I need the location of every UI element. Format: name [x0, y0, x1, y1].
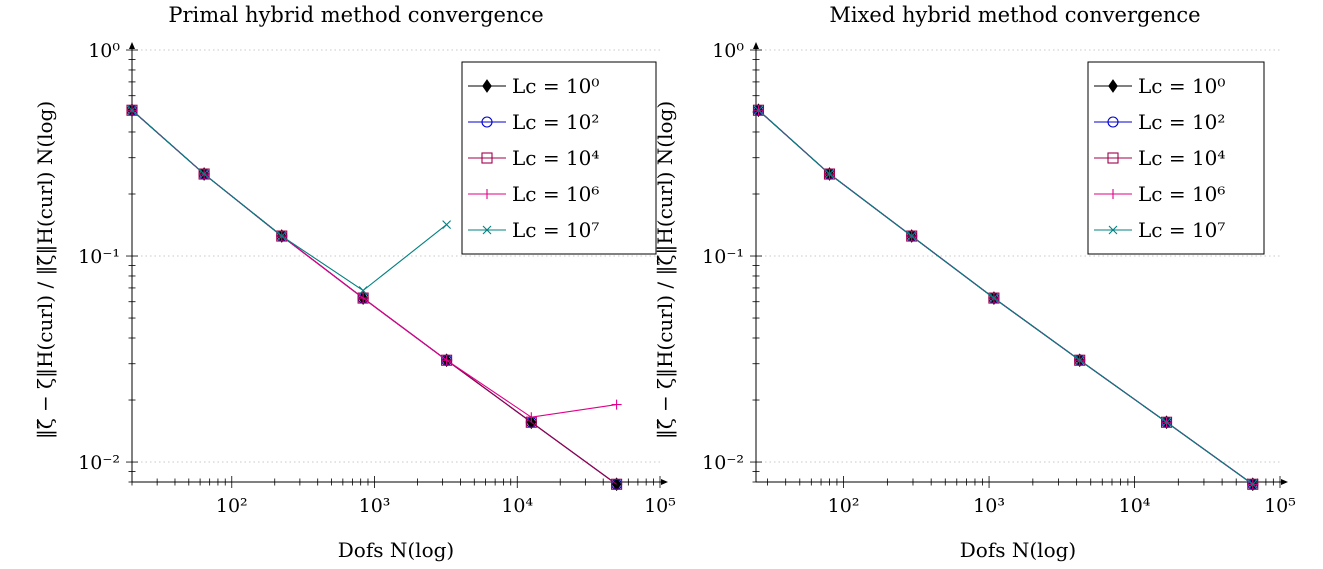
cross-marker	[1075, 355, 1085, 365]
square-marker	[1107, 152, 1119, 164]
x-tick-label: 10²	[828, 495, 860, 517]
diamond-marker	[1108, 79, 1118, 93]
cross-marker	[754, 105, 763, 115]
y-tick-label: 10⁻²	[702, 452, 744, 474]
legend-label: Lc = 10⁴	[512, 146, 599, 170]
square-marker	[481, 152, 493, 164]
y-tick-label: 10⁰	[88, 40, 120, 62]
legend: Lc = 10⁰ Lc = 10² Lc = 10⁴ Lc = 10⁶ Lc = 10⁷	[461, 61, 657, 255]
cross-marker	[989, 293, 999, 303]
legend-label: Lc = 10⁰	[512, 74, 599, 98]
cross-marker	[442, 220, 452, 230]
cross-marker	[127, 105, 137, 115]
legend-label: Lc = 10²	[512, 110, 599, 134]
cross-marker	[1162, 417, 1171, 427]
chart-title: Primal hybrid method convergence	[168, 3, 543, 27]
plus-marker	[482, 189, 492, 199]
series	[127, 105, 452, 295]
legend: Lc = 10⁰ Lc = 10² Lc = 10⁴ Lc = 10⁶ Lc = 10⁷	[1087, 61, 1265, 255]
x-axis-label: Dofs N(log)	[338, 538, 454, 562]
plus-marker	[526, 412, 537, 423]
y-axis-arrow	[753, 42, 759, 49]
y-axis-arrow	[129, 42, 135, 49]
legend-label: Lc = 10⁰	[1138, 74, 1225, 98]
y-tick-label: 10⁰	[712, 40, 744, 62]
diamond-marker	[482, 79, 492, 93]
square-marker	[611, 478, 623, 490]
y-axis-label: ‖ζ̃ − ζ‖H(curl) / ‖ζ̃‖H(curl) N(log)	[653, 101, 678, 439]
y-tick-label: 10⁻¹	[78, 246, 120, 268]
cross-marker	[825, 169, 834, 179]
primal-hybrid-chart: Primal hybrid method convergence Dofs N(…	[33, 3, 676, 562]
x-axis-arrow	[1281, 479, 1288, 485]
chart-title: Mixed hybrid method convergence	[829, 3, 1200, 27]
cross-marker	[482, 225, 492, 235]
cross-marker	[1108, 225, 1118, 235]
cross-marker	[277, 231, 287, 241]
plus-marker	[1108, 189, 1118, 199]
mixed-hybrid-chart: Mixed hybrid method convergence Dofs N(l…	[653, 3, 1296, 562]
cross-marker	[1248, 479, 1258, 489]
legend-label: Lc = 10²	[1138, 110, 1225, 134]
x-tick-label: 10³	[973, 495, 1005, 517]
circle-marker	[481, 116, 493, 128]
legend-label: Lc = 10⁶	[512, 182, 599, 206]
x-tick-label: 10⁵	[1264, 495, 1296, 517]
x-tick-label: 10⁴	[1119, 495, 1151, 517]
legend-label: Lc = 10⁶	[1138, 182, 1225, 206]
y-tick-label: 10⁻¹	[702, 246, 744, 268]
x-tick-label: 10³	[359, 495, 391, 517]
y-tick-label: 10⁻²	[78, 452, 120, 474]
cross-marker	[199, 169, 209, 179]
plus-marker	[358, 293, 369, 304]
series	[754, 105, 1258, 489]
series-line	[131, 109, 447, 292]
cross-marker	[907, 231, 917, 241]
x-tick-label: 10⁴	[501, 495, 533, 517]
x-axis-arrow	[661, 479, 668, 485]
legend-label: Lc = 10⁷	[1138, 218, 1225, 242]
circle-marker	[1107, 116, 1119, 128]
legend-label: Lc = 10⁴	[1138, 146, 1225, 170]
plus-marker	[441, 355, 452, 366]
x-tick-label: 10²	[216, 495, 248, 517]
x-axis-label: Dofs N(log)	[960, 538, 1076, 562]
plus-marker	[611, 399, 622, 410]
legend-label: Lc = 10⁷	[512, 218, 599, 242]
cross-marker	[358, 286, 368, 295]
y-axis-label: ‖ζ̃ − ζ‖H(curl) / ‖ζ̃‖H(curl) N(log)	[33, 101, 58, 439]
x-tick-label: 10⁵	[644, 495, 676, 517]
